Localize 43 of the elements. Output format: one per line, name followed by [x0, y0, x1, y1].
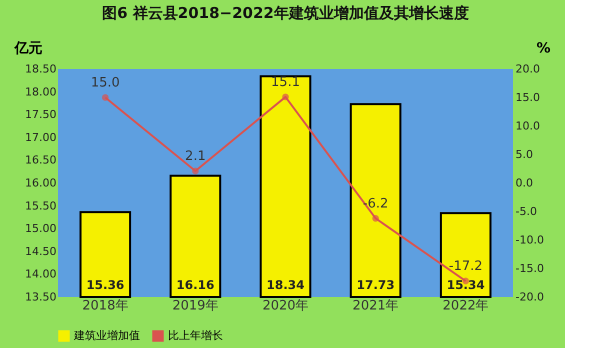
y-tick-label: 13.50 — [25, 290, 56, 304]
y-tick-label: 14.00 — [25, 268, 56, 281]
y-tick-label: 16.00 — [25, 176, 56, 190]
y-tick-label: 17.50 — [25, 108, 56, 122]
data-label: 15.34 — [446, 278, 485, 292]
y-axis-title: 亿元 — [14, 40, 42, 56]
y2-tick-label: 5.0 — [516, 148, 533, 161]
point — [282, 94, 289, 100]
data-label: 15.1 — [271, 74, 300, 90]
data-label: 18.34 — [266, 278, 304, 292]
y2-axis-title: % — [536, 40, 551, 56]
x-tick-label: 2020年 — [262, 298, 309, 314]
y2-tick-label: -20.0 — [516, 290, 544, 304]
y-tick-label: 15.50 — [25, 199, 56, 212]
y-tick-label: 18.50 — [25, 62, 56, 76]
chart-title: 图6 祥云县2018−2022年建筑业增加值及其增长速度 — [102, 4, 469, 22]
data-label: 16.16 — [176, 278, 214, 292]
y2-tick-label: 0.0 — [516, 176, 533, 190]
y2-tick-label: -15.0 — [516, 262, 544, 275]
point — [192, 168, 199, 174]
y-tick-label: 18.00 — [25, 85, 56, 98]
y-tick-label: 14.50 — [25, 244, 56, 258]
y-tick-label: 17.00 — [25, 130, 56, 144]
x-tick-label: 2018年 — [82, 298, 128, 314]
y2-tick-label: 15.0 — [516, 91, 540, 104]
y-tick-label: 16.50 — [25, 154, 56, 167]
y2-tick-label: 20.0 — [516, 62, 540, 76]
data-label: -17.2 — [448, 259, 483, 274]
y-tick-label: 15.00 — [25, 222, 56, 236]
x-tick-label: 2022年 — [442, 298, 489, 314]
y2-tick-label: -10.0 — [516, 234, 544, 246]
data-label: 17.73 — [356, 278, 395, 292]
data-label: 15.36 — [86, 278, 124, 292]
legend-label: 建筑业增加值 — [73, 329, 140, 342]
y2-tick-label: 10.0 — [516, 120, 540, 132]
legend-label: 比上年增长 — [168, 329, 223, 342]
data-label: 15.0 — [90, 76, 120, 90]
data-label: 2.1 — [185, 149, 206, 164]
y2-tick-label: -5.0 — [516, 205, 537, 218]
x-tick-label: 2021年 — [352, 298, 399, 314]
point — [372, 214, 379, 222]
point — [102, 94, 109, 101]
x-tick-label: 2019年 — [172, 298, 218, 314]
